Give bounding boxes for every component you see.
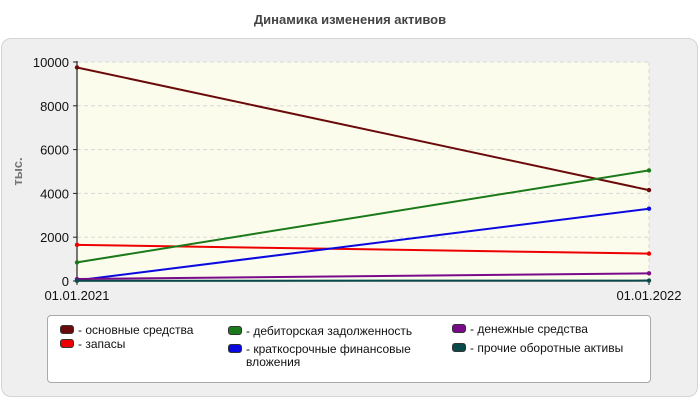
legend-item-cash: - денежные средства <box>452 323 642 336</box>
y-tick-label: 8000 <box>40 99 69 114</box>
data-point-1-0 <box>74 242 80 248</box>
y-axis-label: тыс. <box>10 157 25 185</box>
x-tick-label: 01.01.2022 <box>616 288 681 303</box>
y-tick-label: 6000 <box>40 143 69 158</box>
data-point-3-1 <box>646 206 652 211</box>
legend-item-other-current-assets: - прочие оборотные активы <box>452 342 648 355</box>
data-point-5-1 <box>646 278 652 283</box>
legend-item-receivables: - дебиторская задолженность <box>228 325 453 338</box>
x-tick-label: 01.01.2021 <box>44 288 109 303</box>
legend-swatch-short-term-investments <box>228 344 242 353</box>
data-point-0-0 <box>74 65 80 70</box>
data-point-0-1 <box>646 187 652 193</box>
data-point-1-1 <box>646 251 652 256</box>
legend-swatch-receivables <box>228 326 242 335</box>
legend-label-receivables: - дебиторская задолженность <box>246 324 413 338</box>
series-line-4 <box>76 272 650 281</box>
legend-swatch-inventory <box>60 339 74 348</box>
legend-label-cash: - денежные средства <box>470 322 588 336</box>
chart-legend: - основные средства - запасы - дебиторск… <box>47 315 651 383</box>
legend-label-inventory: - запасы <box>78 337 126 351</box>
y-tick-label: 0 <box>62 274 69 289</box>
legend-item-short-term-investments: - краткосрочные финансовые вложения <box>228 343 428 369</box>
data-point-5-0 <box>74 278 80 283</box>
legend-swatch-other-current-assets <box>452 343 466 352</box>
series-line-0 <box>76 66 650 192</box>
y-tick-label: 2000 <box>40 230 69 245</box>
data-point-2-0 <box>74 260 80 265</box>
legend-item-inventory: - запасы <box>60 338 228 351</box>
series-line-2 <box>76 169 650 264</box>
chart-title: Динамика изменения активов <box>253 12 447 27</box>
legend-swatch-fixed-assets <box>60 325 74 334</box>
legend-label-fixed-assets: - основные средства <box>78 323 194 337</box>
data-point-4-1 <box>646 271 652 276</box>
y-tick-label: 10000 <box>33 55 69 70</box>
legend-item-fixed-assets: - основные средства <box>60 324 228 337</box>
series-line-3 <box>76 207 650 282</box>
legend-label-short-term-investments: - краткосрочные финансовые вложения <box>246 342 411 369</box>
legend-label-other-current-assets: - прочие оборотные активы <box>470 341 624 355</box>
y-tick-label: 4000 <box>40 186 69 201</box>
legend-swatch-cash <box>452 324 466 333</box>
data-point-2-1 <box>646 168 652 173</box>
